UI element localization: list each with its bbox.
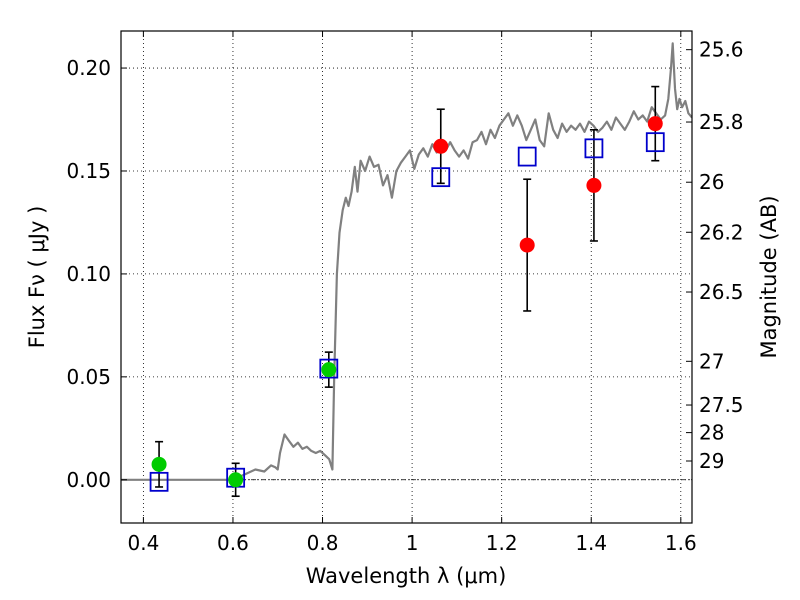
x-tick-labels: 0.4 0.6 0.8 1 1.2 1.4 1.6 [127,531,696,555]
synthetic-photometry-point [645,132,665,153]
y-tick-label: 0.00 [66,468,111,492]
plot-frame [120,30,693,524]
y-tick-label: 0.05 [66,365,111,389]
tick-marks [121,31,692,523]
synthetic-photometry-point [517,146,537,167]
synthetic-photometry-point [319,358,339,379]
plot-area [121,31,692,523]
x-axis-label: Wavelength λ (μm) [306,564,507,588]
y2-tick-label: 25.6 [699,38,744,62]
observed-points [151,116,663,488]
detection-point [519,237,535,253]
synthetic-photometry-point [149,471,169,492]
y-tick-label: 0.20 [66,56,111,80]
model-spectrum-line [121,42,692,481]
x-tick-label: 1.4 [575,531,607,555]
nondetection-point [228,472,244,488]
x-tick-label: 0.6 [217,531,249,555]
y2-tick-label: 26 [699,170,724,194]
x-tick-label: 0.4 [127,531,159,555]
y2-tick-labels: 25.6 25.8 26 26.2 26.5 27 27.5 28 29 [699,38,744,473]
y2-tick-label: 27.5 [699,393,744,417]
y2-tick-label: 29 [699,449,724,473]
x-tick-label: 1.2 [486,531,518,555]
y2-axis-label: Magnitude (AB) [757,195,781,358]
y2-tick-label: 26.5 [699,280,744,304]
y2-tick-label: 27 [699,349,724,373]
nondetection-point [321,362,337,378]
detection-point [433,138,449,154]
x-tick-label: 0.8 [307,531,339,555]
y-tick-label: 0.15 [66,159,111,183]
y2-tick-label: 25.8 [699,110,744,134]
x-tick-label: 1 [406,531,419,555]
nondetection-point [151,456,167,472]
y2-tick-label: 28 [699,421,724,445]
x-tick-label: 1.6 [665,531,697,555]
y2-tick-label: 26.2 [699,220,744,244]
synthetic-photometry-point [431,167,451,188]
detection-point [647,116,663,132]
model-spectrum-group [121,42,692,481]
y-tick-label: 0.10 [66,262,111,286]
y-tick-labels: 0.00 0.05 0.10 0.15 0.20 [66,56,111,492]
synthetic-photometry-point [584,138,604,159]
detection-point [586,177,602,193]
y-axis-label: Flux Fν ( μJy ) [25,206,49,349]
